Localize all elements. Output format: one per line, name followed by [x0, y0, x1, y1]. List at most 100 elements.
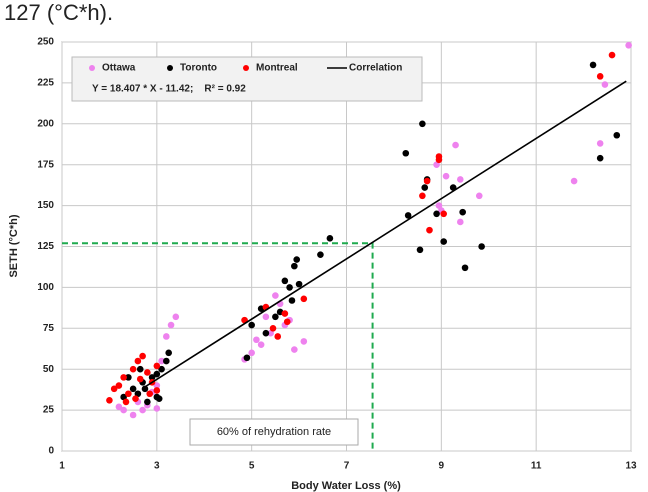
- point: [153, 370, 161, 378]
- legend-box: [71, 56, 423, 102]
- point: [120, 374, 127, 381]
- legend-label: Ottawa: [102, 63, 136, 74]
- x-tick-label: 7: [344, 461, 350, 472]
- point: [167, 321, 175, 329]
- y-tick-label: 25: [43, 405, 55, 416]
- y-tick-label: 150: [37, 200, 54, 211]
- point: [139, 352, 146, 360]
- point: [440, 238, 448, 245]
- point: [291, 262, 298, 270]
- y-tick-label: 75: [43, 323, 55, 334]
- point: [625, 41, 632, 49]
- legend-marker: [243, 65, 249, 71]
- point: [136, 375, 144, 383]
- x-tick-label: 9: [439, 461, 445, 472]
- point: [248, 349, 255, 357]
- legend-label: Correlation: [349, 63, 402, 74]
- point: [426, 226, 433, 234]
- point: [158, 357, 165, 365]
- x-tick-label: 5: [249, 461, 255, 472]
- point: [243, 354, 251, 362]
- point: [404, 212, 412, 219]
- point: [608, 51, 616, 59]
- legend-label: Toronto: [180, 63, 217, 74]
- point: [293, 256, 301, 263]
- point: [148, 374, 156, 381]
- point: [134, 357, 142, 365]
- y-tick-label: 0: [48, 446, 54, 457]
- point: [115, 382, 123, 389]
- point: [158, 365, 165, 373]
- point: [478, 243, 485, 250]
- y-axis-label: SETH (°C*h): [8, 214, 20, 277]
- point: [153, 387, 161, 394]
- point: [433, 161, 440, 168]
- point: [457, 218, 464, 226]
- point: [423, 177, 431, 185]
- point: [153, 362, 161, 370]
- point: [144, 369, 151, 376]
- legend-marker: [89, 65, 95, 71]
- point: [132, 395, 139, 402]
- point: [120, 393, 127, 401]
- point: [262, 313, 270, 321]
- annotation-box: [189, 418, 359, 446]
- point: [440, 210, 448, 218]
- point: [120, 406, 127, 414]
- point: [129, 411, 137, 419]
- point: [317, 251, 324, 258]
- point: [570, 177, 578, 185]
- point: [613, 131, 621, 139]
- point: [435, 153, 443, 160]
- x-tick-label: 1: [59, 461, 65, 472]
- point: [291, 346, 298, 353]
- point: [110, 385, 118, 393]
- y-tick-label: 175: [37, 159, 54, 170]
- point: [419, 192, 426, 200]
- equation: Y = 18.407 * X - 11.42; R² = 0.92: [92, 84, 246, 95]
- point: [442, 172, 450, 180]
- point: [163, 333, 170, 340]
- point: [125, 390, 132, 398]
- text-above: 127 (°C*h).: [4, 0, 113, 25]
- legend-marker: [167, 65, 173, 71]
- point: [267, 329, 274, 337]
- x-tick-label: 3: [154, 461, 160, 472]
- y-tick-label: 125: [37, 241, 54, 252]
- point: [421, 184, 429, 191]
- point: [163, 357, 170, 365]
- point: [288, 297, 296, 304]
- y-tick-label: 100: [37, 282, 54, 293]
- point: [136, 365, 144, 373]
- point: [300, 295, 308, 303]
- point: [416, 246, 424, 254]
- x-axis-label: Body Water Loss (%): [291, 480, 401, 492]
- point: [433, 210, 440, 218]
- point: [402, 149, 410, 157]
- point: [475, 192, 483, 200]
- point: [257, 341, 265, 348]
- point: [153, 405, 161, 412]
- correlation-line: [142, 80, 627, 390]
- point: [165, 349, 172, 357]
- point: [596, 140, 604, 147]
- point: [129, 385, 137, 393]
- annotation: 60% of rehydration rate: [217, 426, 331, 438]
- x-tick-label: 13: [625, 461, 637, 472]
- point: [459, 208, 466, 216]
- point: [283, 318, 291, 326]
- point: [262, 329, 270, 337]
- point: [253, 336, 260, 344]
- point: [272, 313, 279, 321]
- point: [153, 382, 161, 389]
- point: [248, 321, 255, 329]
- point: [457, 176, 464, 183]
- point: [139, 406, 146, 414]
- y-tick-label: 200: [37, 118, 54, 129]
- point: [596, 73, 604, 80]
- x-tick-label: 11: [531, 461, 542, 472]
- point: [125, 374, 132, 381]
- point: [144, 398, 151, 406]
